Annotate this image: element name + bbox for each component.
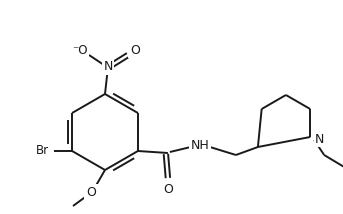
Text: O: O bbox=[86, 186, 96, 199]
Text: N: N bbox=[315, 132, 324, 146]
Text: O: O bbox=[130, 43, 140, 56]
Text: N: N bbox=[103, 61, 113, 73]
Text: NH: NH bbox=[190, 138, 209, 152]
Text: O: O bbox=[163, 183, 173, 196]
Text: Br: Br bbox=[36, 144, 49, 158]
Text: ⁻O: ⁻O bbox=[72, 43, 88, 56]
